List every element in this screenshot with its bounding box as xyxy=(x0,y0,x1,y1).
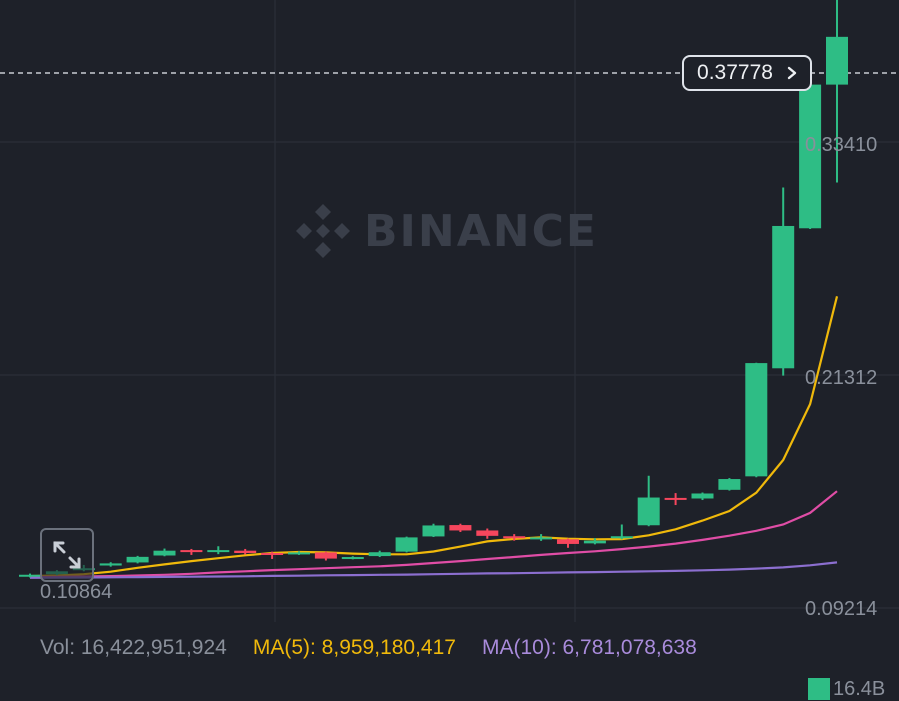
candle-body xyxy=(126,556,149,563)
price-axis-label: 0.33410 xyxy=(805,134,877,156)
candle-body xyxy=(610,536,633,539)
candle[interactable] xyxy=(503,534,526,541)
ma-line-2 xyxy=(29,561,838,579)
candle-body xyxy=(422,525,445,537)
candle-body xyxy=(449,525,472,531)
candle[interactable] xyxy=(207,546,230,555)
candle[interactable] xyxy=(772,187,795,376)
candle[interactable] xyxy=(341,556,364,560)
candle-body xyxy=(583,540,606,544)
candle-body xyxy=(557,539,579,544)
candle-body xyxy=(314,552,337,559)
ma-line-0 xyxy=(29,296,839,578)
candle-body xyxy=(234,550,257,553)
binance-watermark: BINANCE xyxy=(292,200,598,262)
candle[interactable] xyxy=(449,523,472,533)
candle[interactable] xyxy=(422,523,445,538)
candle-body xyxy=(826,36,848,85)
candle-body xyxy=(180,550,203,553)
candle[interactable] xyxy=(557,538,579,548)
candle-body xyxy=(637,497,660,526)
price-axis-label: 0.10864 xyxy=(40,581,112,603)
candle-body xyxy=(476,530,499,536)
fullscreen-button[interactable] xyxy=(40,528,94,582)
candle[interactable] xyxy=(637,475,660,527)
candle-body xyxy=(799,84,822,229)
candle[interactable] xyxy=(314,551,337,561)
chevron-right-icon xyxy=(787,66,797,80)
candle-body xyxy=(664,497,687,500)
volume-ma5: MA(5): 8,959,180,417 xyxy=(252,636,456,659)
volume-axis-label: 16.4B xyxy=(833,678,886,700)
candle[interactable] xyxy=(718,478,741,491)
volume-ma10: MA(10): 6,781,078,638 xyxy=(481,636,697,659)
volume-info-row: Vol: 16,422,951,924 MA(5): 8,959,180,417… xyxy=(40,636,697,660)
candle[interactable] xyxy=(745,362,768,478)
candle-body xyxy=(288,552,310,555)
candle[interactable] xyxy=(530,534,553,541)
volume-value: Vol: 16,422,951,924 xyxy=(40,636,227,659)
candle-body xyxy=(503,536,526,539)
candle-body xyxy=(772,225,795,369)
candle-body xyxy=(691,493,714,499)
candle-body xyxy=(207,550,230,553)
candle[interactable] xyxy=(234,548,257,555)
candle[interactable] xyxy=(261,551,284,559)
candle-body xyxy=(153,550,176,556)
candle[interactable] xyxy=(826,0,848,183)
candle[interactable] xyxy=(99,562,122,567)
candle[interactable] xyxy=(180,548,203,555)
candle-body xyxy=(718,479,741,490)
candle[interactable] xyxy=(476,528,499,539)
candle[interactable] xyxy=(19,573,41,578)
candle-body xyxy=(368,552,391,557)
candle-body xyxy=(395,537,418,552)
candle[interactable] xyxy=(799,83,822,230)
candle[interactable] xyxy=(288,551,310,555)
candle[interactable] xyxy=(395,536,418,553)
current-price-value: 0.37778 xyxy=(697,61,773,84)
volume-bar xyxy=(808,678,830,700)
candle-body xyxy=(530,537,553,540)
candle-body xyxy=(19,574,41,577)
price-axis-label: 0.21312 xyxy=(805,367,877,389)
candle[interactable] xyxy=(583,538,606,545)
current-price-tag[interactable]: 0.37778 xyxy=(682,55,812,91)
binance-logo-icon xyxy=(296,204,350,258)
watermark-text: BINANCE xyxy=(364,205,598,257)
candle-body xyxy=(99,563,122,566)
candle-body xyxy=(745,363,768,477)
candle[interactable] xyxy=(691,492,714,501)
candle[interactable] xyxy=(610,524,633,540)
candle[interactable] xyxy=(126,555,149,564)
candle[interactable] xyxy=(368,550,391,558)
candle[interactable] xyxy=(664,493,687,506)
candle[interactable] xyxy=(153,548,176,557)
candle-body xyxy=(261,552,284,555)
candle-body xyxy=(341,557,364,560)
expand-arrows-icon xyxy=(53,541,81,569)
price-axis-label: 0.09214 xyxy=(805,598,877,620)
ma-line-1 xyxy=(29,490,838,579)
